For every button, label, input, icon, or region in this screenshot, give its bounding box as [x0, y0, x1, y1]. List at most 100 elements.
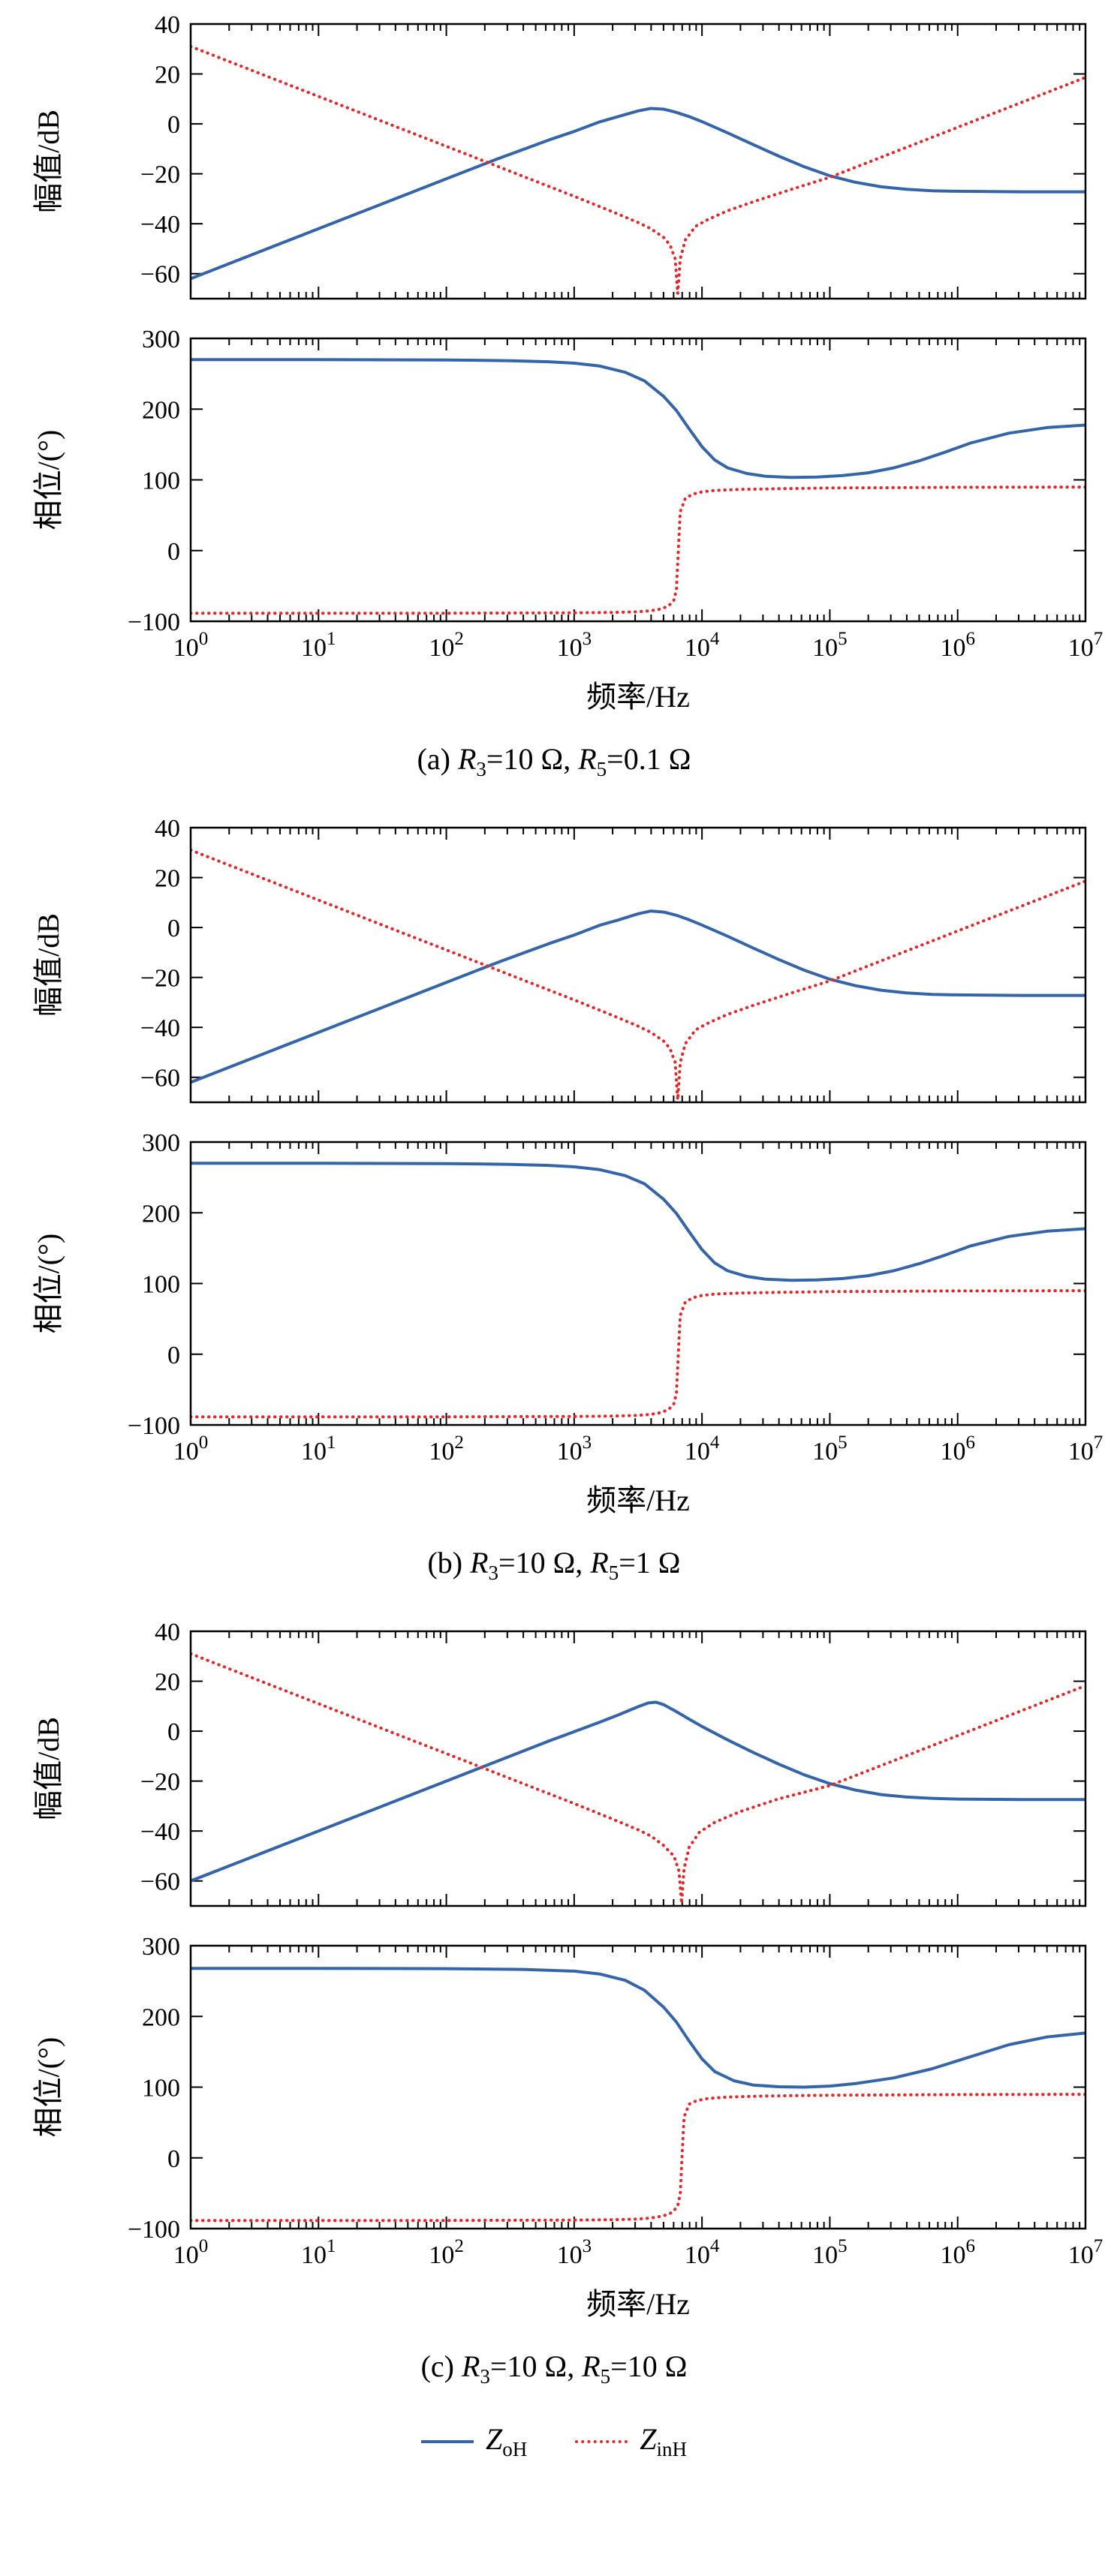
- curve-ZinH: [191, 2093, 1085, 2223]
- y-tick-label: −100: [128, 1412, 180, 1440]
- legend: ZoH ZinH: [0, 2421, 1108, 2481]
- x-tick-label: 103: [557, 2236, 592, 2269]
- figure-c: 40 20 0 −20 −40 −60 幅值/dB 100 101 102 103 104 105 106…: [0, 1618, 1108, 2388]
- legend-label-zoh: ZoH: [486, 2421, 527, 2461]
- x-tick-label: 101: [301, 629, 336, 662]
- plot-background: [191, 24, 1085, 299]
- caption-text: =0.1 Ω: [607, 742, 691, 776]
- caption-text: =10 Ω,: [486, 742, 579, 776]
- plot-frame: [189, 1630, 1087, 1907]
- plot-frame: [189, 1944, 1087, 2230]
- x-tick-label: 103: [557, 1432, 592, 1465]
- curve-ZoH: [191, 107, 1085, 281]
- curve-ZinH: [191, 1289, 1085, 1419]
- caption-text: =10 Ω: [610, 2349, 688, 2383]
- curve-ZoH: [191, 1967, 1085, 2089]
- caption-text: =10 Ω,: [489, 2349, 583, 2383]
- y-tick-label: 300: [142, 326, 180, 353]
- plot-background: [191, 1946, 1085, 2229]
- legend-line-solid: [421, 2439, 474, 2443]
- y-tick-label: 100: [142, 1271, 180, 1299]
- caption-var: R: [578, 742, 597, 776]
- plot-background: [191, 1142, 1085, 1425]
- y-tick-label: 0: [167, 2145, 180, 2173]
- x-tick-label: 100: [173, 1432, 209, 1465]
- y-tick-label: 300: [142, 1933, 180, 1961]
- plot-background: [191, 828, 1085, 1102]
- legend-var: Z: [486, 2422, 503, 2456]
- caption-sub: 5: [596, 758, 607, 780]
- x-tick-label: 105: [812, 1432, 848, 1465]
- figure-caption-b: (b) R3=10 Ω, R5=1 Ω: [0, 1545, 1108, 1585]
- x-axis-title-c: 频率/Hz: [586, 2287, 690, 2321]
- y-tick-label: −40: [140, 1818, 180, 1846]
- x-tick-label: 105: [812, 2236, 848, 2269]
- caption-var: R: [590, 1546, 609, 1580]
- y-axis-label: 相位/(°): [32, 2037, 65, 2138]
- y-tick-label: −60: [140, 1868, 180, 1896]
- y-axis-label: 幅值/dB: [32, 110, 65, 213]
- y-tick-label: 20: [155, 1669, 180, 1697]
- y-tick-label: 300: [142, 1129, 180, 1157]
- y-tick-label: −20: [140, 161, 180, 189]
- curve-ZinH: [191, 44, 1085, 296]
- curve-ZoH: [191, 358, 1085, 479]
- y-tick-label: 200: [142, 2003, 180, 2031]
- caption-index: (b): [427, 1546, 471, 1580]
- x-tick-label: 102: [429, 629, 464, 662]
- y-tick-label: 100: [142, 2075, 180, 2103]
- caption-index: (a): [417, 742, 458, 776]
- x-tick-label: 101: [301, 2236, 336, 2269]
- axis-ticks: [190, 23, 1086, 299]
- legend-item-zoh: ZoH: [421, 2421, 527, 2461]
- y-tick-label: 100: [142, 467, 180, 495]
- legend-sub: inH: [656, 2438, 688, 2460]
- curve-ZoH: [191, 909, 1085, 1084]
- figure-b: 40 20 0 −20 −40 −60 幅值/dB 100 101 102 103 104 105 106…: [0, 814, 1108, 1585]
- x-tick-label: 106: [940, 1432, 975, 1465]
- legend-item-zinh: ZinH: [575, 2421, 687, 2461]
- caption-text: =1 Ω: [619, 1546, 681, 1580]
- caption-text: =10 Ω,: [498, 1546, 591, 1580]
- y-tick-label: 40: [155, 815, 180, 843]
- x-axis-title-a: 频率/Hz: [586, 680, 690, 714]
- x-tick-label: 105: [812, 629, 848, 662]
- plot-frame: [189, 1141, 1087, 1426]
- curve-ZoH: [191, 1700, 1085, 1883]
- y-axis-label: 幅值/dB: [32, 913, 65, 1017]
- y-tick-label: 0: [167, 1718, 180, 1746]
- figure-a: 40 20 0 −20 −40 −60 幅值/dB 100 101 102 103 104 105 106…: [0, 11, 1108, 781]
- y-tick-label: −60: [140, 1065, 180, 1093]
- curve-ZinH: [191, 485, 1085, 615]
- y-tick-label: −40: [140, 211, 180, 239]
- curve-ZinH: [191, 1652, 1085, 1905]
- y-tick-label: −100: [128, 609, 180, 636]
- caption-var: R: [461, 2349, 480, 2383]
- x-tick-label: 101: [301, 1432, 336, 1465]
- x-tick-label: 100: [173, 629, 209, 662]
- y-axis-label: 相位/(°): [32, 1234, 65, 1334]
- legend-sub: oH: [502, 2438, 528, 2460]
- curve-ZinH: [191, 848, 1085, 1102]
- plot-frame: [189, 23, 1087, 300]
- y-tick-label: −100: [128, 2216, 180, 2244]
- x-axis-title-b: 频率/Hz: [586, 1483, 690, 1517]
- x-tick-label: 100: [173, 2236, 209, 2269]
- curve-ZoH: [191, 1162, 1085, 1282]
- x-tick-label: 104: [685, 2236, 720, 2269]
- x-tick-label: 104: [685, 1432, 720, 1465]
- axis-ticks: [190, 1141, 1086, 1426]
- y-tick-label: −40: [140, 1014, 180, 1042]
- figure-caption-c: (c) R3=10 Ω, R5=10 Ω: [0, 2349, 1108, 2388]
- x-tick-label: 106: [940, 629, 975, 662]
- y-tick-label: −20: [140, 965, 180, 993]
- y-tick-label: 0: [167, 915, 180, 942]
- x-tick-label: 107: [1068, 2236, 1103, 2269]
- x-tick-label: 104: [685, 629, 720, 662]
- y-axis-label: 相位/(°): [32, 430, 65, 531]
- plot-frame: [189, 337, 1087, 623]
- caption-sub: 5: [600, 2365, 611, 2388]
- caption-var: R: [582, 2349, 601, 2383]
